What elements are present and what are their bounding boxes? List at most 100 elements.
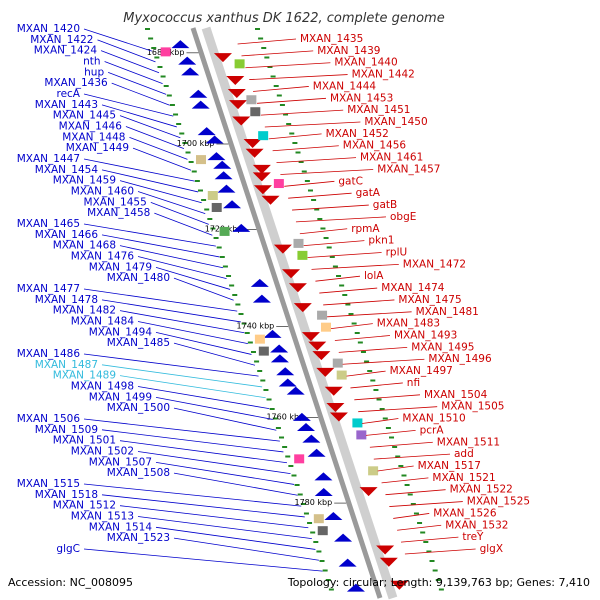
right-gene-label[interactable]: MXAN_1435: [300, 33, 363, 45]
left-gene-label[interactable]: MXAN_1482: [53, 305, 116, 317]
left-gene-label[interactable]: recA: [56, 88, 80, 100]
left-gene-label[interactable]: MXAN_1480: [107, 272, 170, 284]
right-gene-label[interactable]: MXAN_1495: [411, 341, 474, 353]
left-gene-label[interactable]: MXAN_1518: [35, 489, 98, 501]
right-gene-label[interactable]: MXAN_1444: [313, 80, 377, 92]
right-gene-label[interactable]: MXAN_1461: [360, 152, 423, 164]
right-gene-label[interactable]: MXAN_1456: [343, 140, 407, 152]
left-gene-label[interactable]: MXAN_1443: [35, 99, 98, 111]
left-gene-label[interactable]: MXAN_1507: [89, 456, 152, 468]
left-gene-label[interactable]: MXAN_1506: [17, 413, 81, 425]
right-gene-label[interactable]: MXAN_1440: [334, 57, 397, 69]
left-gene-label[interactable]: MXAN_1446: [59, 121, 123, 133]
left-gene-label[interactable]: MXAN_1447: [17, 153, 80, 165]
left-gene-label[interactable]: MXAN_1500: [107, 402, 170, 414]
left-gene-label[interactable]: MXAN_1436: [44, 77, 108, 89]
right-gene-label[interactable]: MXAN_1450: [364, 116, 427, 128]
ring-tick: [207, 218, 213, 220]
left-gene-label[interactable]: MXAN_1466: [35, 229, 99, 241]
right-gene-label[interactable]: MXAN_1526: [433, 507, 497, 519]
left-gene-label[interactable]: MXAN_1479: [89, 261, 152, 273]
right-gene-label[interactable]: MXAN_1475: [398, 294, 461, 306]
left-gene-label[interactable]: MXAN_1485: [107, 337, 170, 349]
right-gene-label[interactable]: MXAN_1439: [317, 45, 380, 57]
left-gene-label[interactable]: MXAN_1476: [71, 251, 135, 263]
right-gene-label[interactable]: MXAN_1504: [424, 389, 488, 401]
left-gene-label[interactable]: MXAN_1489: [53, 370, 116, 382]
right-gene-label[interactable]: MXAN_1517: [418, 460, 481, 472]
left-leader-line: [173, 472, 298, 496]
right-gene-label[interactable]: MXAN_1452: [326, 128, 389, 140]
ring-tick: [354, 332, 360, 334]
right-gene-label[interactable]: glgX: [480, 543, 503, 555]
left-gene-label[interactable]: MXAN_1459: [53, 175, 116, 187]
left-gene-label[interactable]: MXAN_1478: [35, 294, 98, 306]
left-gene-label[interactable]: hup: [84, 66, 104, 78]
left-gene-label[interactable]: MXAN_1508: [107, 467, 170, 479]
left-gene-label[interactable]: MXAN_1484: [71, 316, 135, 328]
right-gene-label[interactable]: MXAN_1525: [467, 496, 530, 508]
left-gene-label[interactable]: MXAN_1449: [66, 142, 129, 154]
right-gene-label[interactable]: MXAN_1496: [428, 353, 492, 365]
right-gene-label[interactable]: MXAN_1522: [450, 484, 513, 496]
left-gene-label[interactable]: MXAN_1499: [89, 391, 152, 403]
right-gene-label[interactable]: nfi: [407, 377, 420, 389]
left-gene-label[interactable]: MXAN_1420: [17, 23, 80, 35]
left-gene-label[interactable]: MXAN_1458: [87, 207, 150, 219]
right-gene-label[interactable]: gatC: [338, 175, 363, 187]
right-gene-label[interactable]: rpmA: [351, 223, 380, 235]
right-gene-label[interactable]: MXAN_1472: [403, 258, 466, 270]
right-gene-label[interactable]: pcrA: [420, 424, 445, 436]
minus-strand-gene: [227, 88, 246, 98]
right-gene-label[interactable]: MXAN_1532: [445, 519, 508, 531]
right-gene-label[interactable]: MXAN_1451: [347, 104, 410, 116]
left-gene-label[interactable]: MXAN_1487: [35, 359, 98, 371]
left-gene-label[interactable]: MXAN_1494: [89, 326, 153, 338]
left-gene-label[interactable]: MXAN_1486: [17, 348, 81, 360]
minus-strand-gene: [243, 139, 262, 149]
ring-tick: [310, 531, 316, 534]
left-gene-label[interactable]: MXAN_1515: [17, 478, 80, 490]
right-gene-label[interactable]: add: [454, 448, 474, 460]
left-gene-label[interactable]: MXAN_1445: [53, 110, 116, 122]
left-gene-label[interactable]: MXAN_1477: [17, 283, 80, 295]
right-gene-label[interactable]: MXAN_1457: [377, 163, 440, 175]
right-gene-label[interactable]: pkn1: [368, 235, 394, 247]
right-gene-label[interactable]: rplU: [386, 246, 408, 258]
left-gene-label[interactable]: MXAN_1424: [34, 45, 98, 57]
left-gene-label[interactable]: MXAN_1468: [53, 240, 116, 252]
left-gene-label[interactable]: MXAN_1513: [71, 511, 134, 523]
left-gene-label[interactable]: MXAN_1509: [35, 424, 98, 436]
left-gene-label[interactable]: MXAN_1460: [71, 186, 134, 198]
left-gene-label[interactable]: MXAN_1454: [35, 164, 99, 176]
right-gene-label[interactable]: MXAN_1493: [394, 330, 457, 342]
right-gene-label[interactable]: obgE: [390, 211, 416, 223]
right-gene-label[interactable]: MXAN_1511: [437, 436, 500, 448]
left-gene-label[interactable]: MXAN_1455: [84, 196, 147, 208]
right-gene-label[interactable]: MXAN_1521: [432, 472, 495, 484]
left-gene-label[interactable]: MXAN_1498: [71, 381, 134, 393]
right-gene-label[interactable]: gatB: [373, 199, 397, 211]
right-gene-label[interactable]: MXAN_1483: [377, 318, 440, 330]
right-gene-label[interactable]: MXAN_1453: [330, 92, 393, 104]
right-gene-label[interactable]: MXAN_1505: [441, 401, 504, 413]
right-gene-label[interactable]: MXAN_1497: [390, 365, 453, 377]
left-gene-label[interactable]: MXAN_1501: [53, 435, 116, 447]
left-gene-label[interactable]: MXAN_1514: [89, 521, 153, 533]
left-gene-label[interactable]: MXAN_1465: [17, 218, 80, 230]
right-gene-label[interactable]: MXAN_1442: [352, 69, 415, 81]
left-gene-label[interactable]: MXAN_1448: [62, 131, 125, 143]
left-gene-label[interactable]: MXAN_1502: [71, 446, 134, 458]
ring-tick: [266, 398, 272, 401]
left-gene-label[interactable]: MXAN_1512: [53, 500, 116, 512]
right-gene-label[interactable]: treY: [462, 531, 484, 543]
left-gene-label[interactable]: MXAN_1523: [107, 532, 170, 544]
left-gene-label[interactable]: glgC: [56, 543, 80, 555]
left-gene-label[interactable]: MXAN_1422: [30, 34, 93, 46]
left-gene-label[interactable]: nth: [83, 56, 100, 68]
right-gene-label[interactable]: lolA: [364, 270, 384, 282]
right-gene-label[interactable]: MXAN_1481: [416, 306, 479, 318]
right-gene-label[interactable]: gatA: [356, 187, 381, 199]
right-gene-label[interactable]: MXAN_1474: [381, 282, 445, 294]
right-gene-label[interactable]: MXAN_1510: [402, 413, 465, 425]
